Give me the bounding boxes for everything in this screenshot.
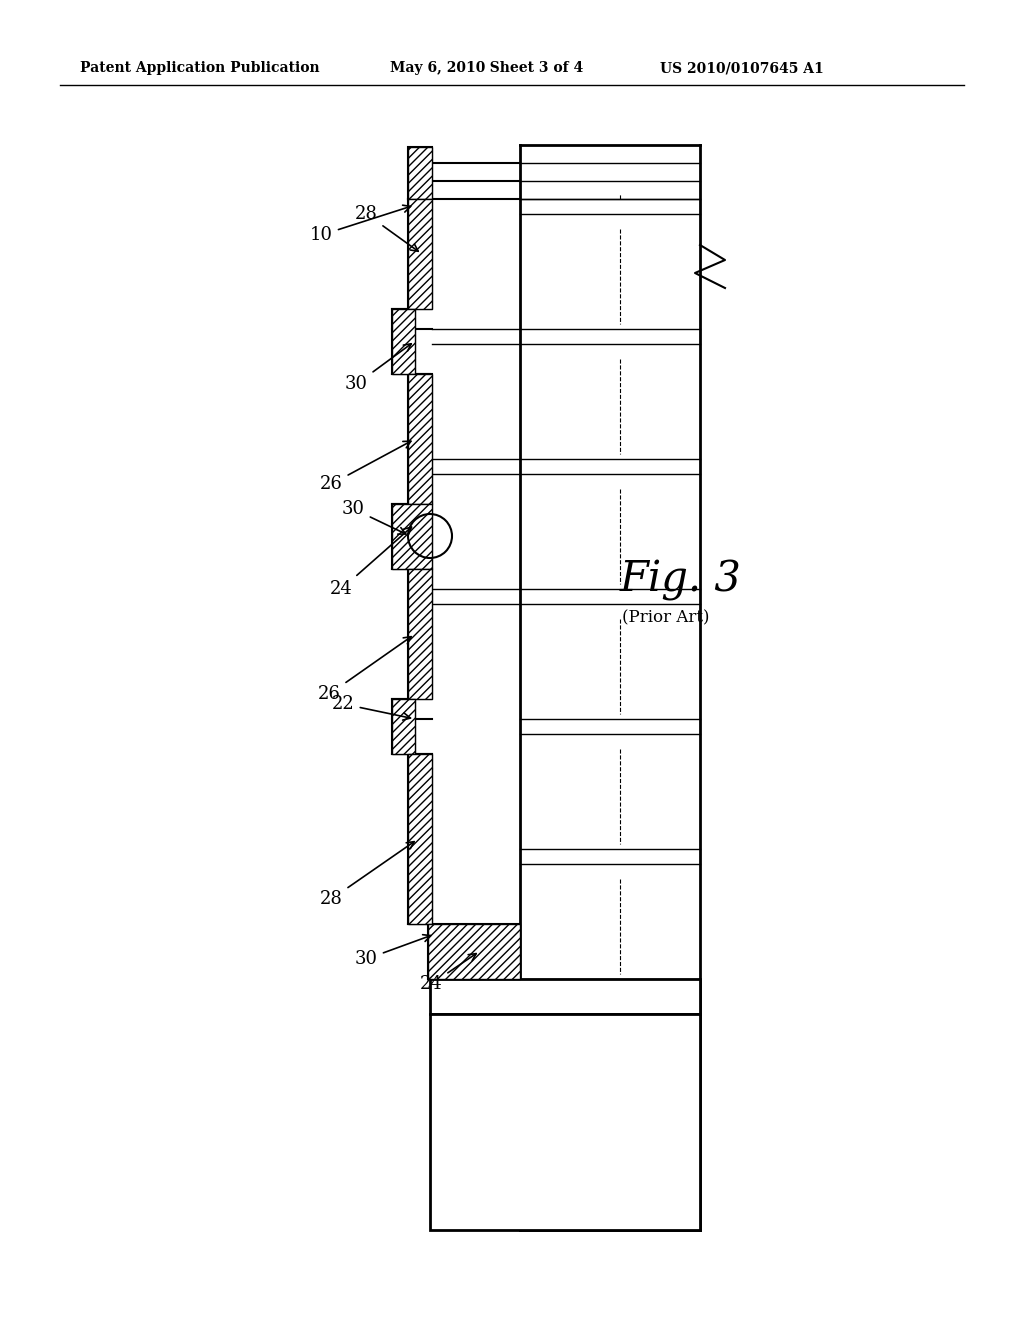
Bar [392,504,432,569]
Bar [428,924,520,979]
Text: Sheet 3 of 4: Sheet 3 of 4 [480,61,584,75]
Bar [408,569,432,700]
Text: 26: 26 [319,441,411,492]
Text: 22: 22 [332,696,411,721]
Bar [408,147,432,199]
Text: US 2010/0107645 A1: US 2010/0107645 A1 [660,61,823,75]
Bar [392,700,415,754]
Bar [408,374,432,504]
Text: 28: 28 [319,842,414,908]
Bar [392,504,432,569]
Bar [430,979,700,1014]
Bar [392,309,415,374]
Text: May 6, 2010: May 6, 2010 [390,61,485,75]
Text: 28: 28 [355,205,418,251]
Bar [408,569,432,700]
Bar [408,199,432,309]
Bar [408,147,432,199]
Text: 24: 24 [330,527,412,598]
Bar [392,700,415,754]
Bar [392,309,415,374]
Bar [408,199,432,309]
Bar [408,754,432,924]
Bar [430,1014,700,1230]
Bar [408,374,432,504]
Text: 24: 24 [420,953,476,993]
Bar [408,754,432,924]
Text: Patent Application Publication: Patent Application Publication [80,61,319,75]
Text: Fig. 3: Fig. 3 [620,558,741,601]
Text: 30: 30 [355,935,431,968]
Text: 10: 10 [310,205,411,244]
Text: 30: 30 [342,500,406,535]
Text: 26: 26 [318,636,412,704]
Text: (Prior Art): (Prior Art) [622,610,710,627]
Bar [428,924,520,979]
Text: 30: 30 [345,343,412,393]
